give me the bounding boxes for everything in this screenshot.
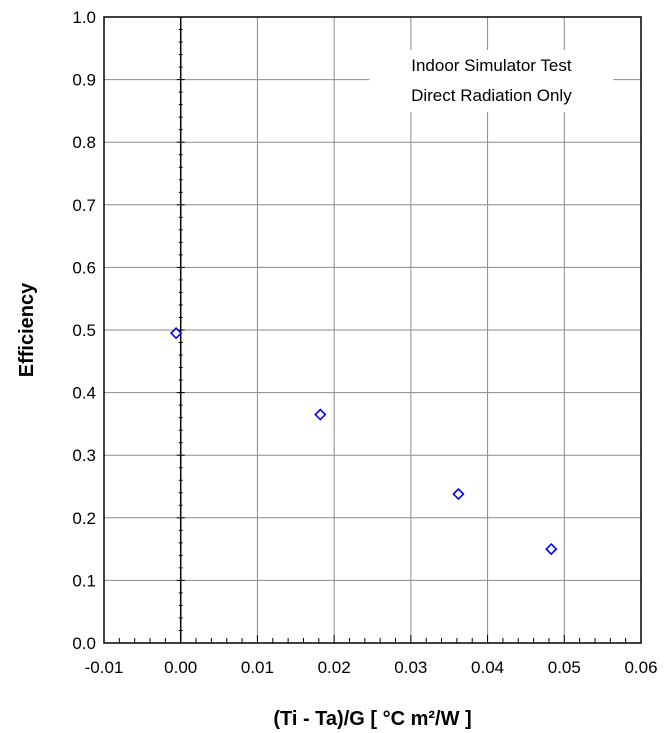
annotation-line-1: Indoor Simulator Test [411, 56, 572, 75]
y-tick-label: 0.7 [72, 196, 96, 215]
data-point [314, 408, 327, 421]
x-tick-label: 0.03 [394, 658, 427, 677]
annotation-box [369, 50, 614, 112]
y-tick-label: 0.8 [72, 133, 96, 152]
x-tick-label: 0.05 [548, 658, 581, 677]
x-tick-label: 0.00 [164, 658, 197, 677]
x-tick-label: 0.06 [624, 658, 657, 677]
data-point [452, 487, 465, 501]
tick-labels: -0.01 0.00 0.01 0.02 0.03 0.04 0.05 0.06 0.0 0.1 0… [72, 8, 657, 677]
y-tick-label: 0.2 [72, 509, 96, 528]
data-points [169, 326, 558, 556]
y-tick-label: 0.9 [72, 71, 96, 90]
x-tick-label: -0.01 [85, 658, 124, 677]
y-tick-label: 1.0 [72, 8, 96, 27]
data-point [169, 326, 183, 340]
x-axis-title: (Ti - Ta)/G [ °C m²/W ] [273, 708, 471, 730]
annotation-line-2: Direct Radiation Only [411, 86, 572, 105]
y-tick-label: 0.1 [72, 571, 96, 590]
grid [104, 17, 641, 643]
x-tick-label: 0.02 [318, 658, 351, 677]
y-tick-label: 0.3 [72, 446, 96, 465]
y-tick-label: 0.5 [72, 321, 96, 340]
data-point [545, 542, 558, 556]
x-tick-label: 0.04 [471, 658, 504, 677]
plot-area [103, 16, 642, 644]
x-tick-label: 0.01 [241, 658, 274, 677]
y-axis-title: Efficiency [16, 282, 38, 377]
y-tick-label: 0.0 [72, 634, 96, 653]
y-tick-label: 0.6 [72, 258, 96, 277]
y-tick-label: 0.4 [72, 384, 96, 403]
